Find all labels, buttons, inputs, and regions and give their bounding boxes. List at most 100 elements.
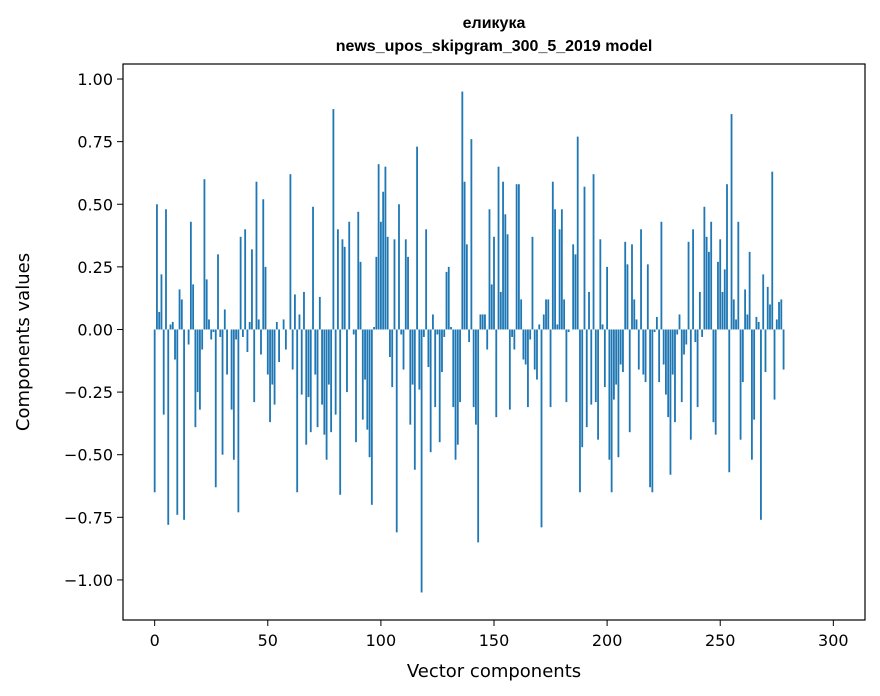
bar-component-76 bbox=[325, 329, 328, 460]
bar-component-260 bbox=[741, 329, 744, 383]
bar-component-53 bbox=[273, 329, 276, 405]
bar-component-226 bbox=[665, 329, 667, 395]
bar-component-63 bbox=[296, 329, 299, 493]
bar-component-186 bbox=[574, 254, 577, 330]
bar-component-165 bbox=[527, 329, 529, 408]
chart-title: еликука bbox=[463, 15, 526, 32]
bar-component-244 bbox=[705, 236, 708, 330]
bar-component-142 bbox=[475, 329, 477, 425]
bar-component-85 bbox=[346, 329, 348, 393]
bar-component-201 bbox=[608, 329, 611, 460]
x-axis-label: Vector components bbox=[407, 661, 581, 682]
bar-component-51 bbox=[269, 329, 271, 423]
y-tick-label: −0.75 bbox=[64, 508, 113, 527]
bar-component-23 bbox=[205, 279, 208, 330]
bar-component-144 bbox=[479, 314, 482, 330]
bar-component-48 bbox=[262, 199, 265, 330]
bar-component-102 bbox=[384, 166, 387, 330]
bar-component-26 bbox=[212, 329, 215, 332]
bar-component-178 bbox=[556, 324, 559, 330]
bar-component-86 bbox=[348, 221, 351, 330]
bar-component-200 bbox=[606, 266, 609, 330]
bar-component-82 bbox=[339, 329, 342, 495]
bar-component-264 bbox=[750, 329, 753, 460]
bar-component-120 bbox=[425, 229, 428, 330]
bar-component-57 bbox=[282, 319, 285, 330]
bar-component-278 bbox=[782, 329, 785, 370]
bar-component-239 bbox=[694, 329, 697, 342]
bar-component-234 bbox=[683, 329, 685, 355]
bar-component-58 bbox=[284, 329, 287, 350]
bar-component-215 bbox=[640, 229, 642, 330]
bar-component-181 bbox=[563, 299, 566, 330]
bar-component-147 bbox=[486, 329, 489, 350]
bar-component-70 bbox=[312, 206, 314, 330]
bar-component-206 bbox=[619, 329, 622, 365]
bar-component-160 bbox=[515, 184, 518, 330]
bar-component-232 bbox=[678, 314, 681, 330]
bar-component-250 bbox=[719, 239, 722, 330]
bar-component-240 bbox=[696, 329, 699, 408]
bar-component-230 bbox=[674, 329, 676, 423]
bar-component-202 bbox=[610, 329, 613, 493]
bar-component-7 bbox=[169, 324, 172, 330]
bar-component-128 bbox=[443, 329, 446, 337]
bar-component-154 bbox=[502, 181, 504, 330]
bar-component-146 bbox=[484, 314, 486, 330]
bar-component-113 bbox=[409, 329, 412, 425]
bar-component-254 bbox=[728, 329, 731, 473]
bar-component-258 bbox=[737, 221, 740, 330]
bar-component-157 bbox=[508, 329, 511, 410]
y-axis-label: Components values bbox=[13, 253, 34, 431]
bar-component-173 bbox=[545, 299, 547, 330]
bar-component-156 bbox=[506, 234, 509, 330]
bar-series bbox=[153, 91, 785, 593]
bar-component-175 bbox=[549, 329, 552, 408]
x-tick-label: 300 bbox=[818, 631, 849, 650]
bar-component-271 bbox=[766, 286, 769, 330]
bar-component-40 bbox=[244, 229, 247, 330]
bar-component-213 bbox=[635, 319, 638, 330]
y-tick-label: 0.00 bbox=[77, 320, 113, 339]
bar-component-229 bbox=[671, 329, 674, 375]
bar-component-135 bbox=[459, 329, 461, 403]
bar-component-49 bbox=[264, 266, 267, 330]
bar-component-246 bbox=[710, 221, 713, 330]
bar-component-169 bbox=[536, 329, 538, 380]
bar-component-66 bbox=[303, 291, 305, 330]
bar-component-109 bbox=[400, 329, 403, 335]
bar-component-98 bbox=[375, 256, 378, 330]
bar-component-42 bbox=[248, 321, 251, 330]
bar-component-129 bbox=[445, 271, 448, 330]
bar-component-197 bbox=[599, 239, 602, 330]
bar-component-11 bbox=[178, 289, 181, 330]
bar-component-179 bbox=[558, 229, 561, 330]
bar-component-105 bbox=[391, 329, 394, 388]
bar-component-251 bbox=[721, 291, 724, 330]
x-tick-label: 100 bbox=[366, 631, 397, 650]
bar-component-79 bbox=[332, 109, 335, 330]
bar-component-209 bbox=[626, 264, 629, 330]
bar-component-126 bbox=[438, 329, 441, 443]
bar-component-168 bbox=[533, 329, 536, 370]
bar-component-12 bbox=[180, 299, 183, 330]
bar-component-69 bbox=[309, 329, 312, 433]
bar-component-211 bbox=[631, 244, 633, 330]
bar-component-177 bbox=[554, 209, 556, 330]
bar-component-249 bbox=[717, 261, 719, 330]
bar-component-139 bbox=[468, 329, 471, 342]
bar-component-161 bbox=[517, 184, 520, 330]
bar-component-195 bbox=[594, 329, 597, 403]
bar-component-193 bbox=[590, 329, 593, 405]
bar-component-65 bbox=[300, 329, 303, 395]
bar-component-108 bbox=[398, 204, 400, 330]
bar-component-221 bbox=[653, 329, 656, 332]
bar-component-34 bbox=[230, 329, 233, 410]
bar-component-148 bbox=[488, 209, 491, 330]
bar-component-182 bbox=[565, 329, 568, 403]
bar-component-263 bbox=[748, 251, 751, 330]
bar-component-47 bbox=[260, 329, 262, 355]
bar-component-185 bbox=[572, 244, 575, 330]
bar-component-252 bbox=[723, 269, 726, 330]
bar-component-191 bbox=[585, 329, 588, 428]
